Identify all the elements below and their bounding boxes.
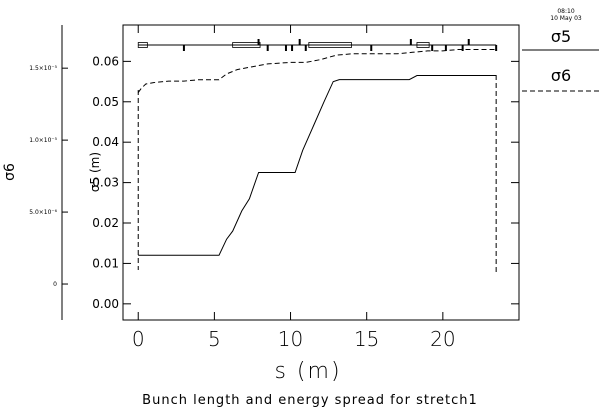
secondary-y-tick-label: 1.0×10⁻⁵ — [29, 137, 57, 144]
beamline-element — [304, 45, 307, 51]
beamline-element — [266, 45, 269, 51]
y-tick-label: 0.00 — [92, 297, 119, 311]
beamline-element — [291, 45, 294, 51]
beamline-element — [308, 42, 352, 48]
beamline-element — [257, 39, 260, 45]
beamline-element — [467, 39, 470, 45]
beamline-element — [431, 45, 434, 51]
beamline-element — [416, 42, 430, 48]
y-axis-ticks: 0.00 0.01 0.02 0.03 0.04 0.05 0.06 — [92, 54, 519, 311]
x-tick-label: 15 — [354, 327, 379, 351]
x-axis-label: s (m) — [274, 359, 341, 384]
x-tick-label: 0 — [132, 327, 145, 351]
secondary-y-tick-label: 0 — [53, 281, 57, 288]
x-axis-ticks: 0 5 10 15 20 — [132, 25, 456, 351]
x-tick-label: 20 — [430, 327, 455, 351]
x-tick-label: 5 — [208, 327, 221, 351]
secondary-y-axis-label: σ6 — [2, 163, 18, 181]
legend-entry-label: σ5 — [551, 27, 571, 46]
chart-title: Bunch length and energy spread for stret… — [142, 393, 478, 408]
secondary-y-tick-label: 1.5×10⁻⁵ — [29, 65, 57, 72]
y-axis-label: σ5 (m) — [88, 152, 102, 192]
series-layer — [137, 49, 497, 275]
y-tick-label: 0.03 — [92, 176, 119, 190]
beamline-element — [495, 45, 498, 51]
beamline-element — [284, 45, 287, 51]
secondary-y-ticks: 0 5.0×10⁻⁶ 1.0×10⁻⁵ 1.5×10⁻⁵ — [29, 65, 68, 288]
beamline-layout — [137, 39, 498, 51]
beamline-element — [461, 45, 464, 51]
y-tick-label: 0.02 — [92, 216, 119, 230]
x-tick-label: 10 — [278, 327, 303, 351]
y-tick-label: 0.04 — [92, 135, 119, 149]
beamline-element — [298, 39, 301, 45]
series-line-dashed — [137, 49, 497, 93]
y-tick-label: 0.05 — [92, 95, 119, 109]
timestamp-date: 10 May 03 — [550, 15, 582, 22]
legend: σ5 σ6 — [522, 27, 599, 92]
beamline-element — [137, 42, 148, 48]
beamline-element — [444, 45, 447, 51]
beamline-element — [409, 39, 412, 45]
series-line-solid — [138, 75, 497, 256]
y-tick-label: 0.06 — [92, 54, 119, 68]
beamline-element — [182, 45, 185, 51]
beamline-element — [232, 42, 261, 48]
y-tick-label: 0.01 — [92, 256, 119, 270]
beamline-element — [370, 45, 373, 51]
plot-frame — [122, 24, 520, 321]
timestamp-time: 08:10 — [557, 8, 574, 15]
secondary-y-tick-label: 5.0×10⁻⁶ — [29, 209, 57, 216]
legend-entry-label: σ6 — [551, 66, 571, 85]
